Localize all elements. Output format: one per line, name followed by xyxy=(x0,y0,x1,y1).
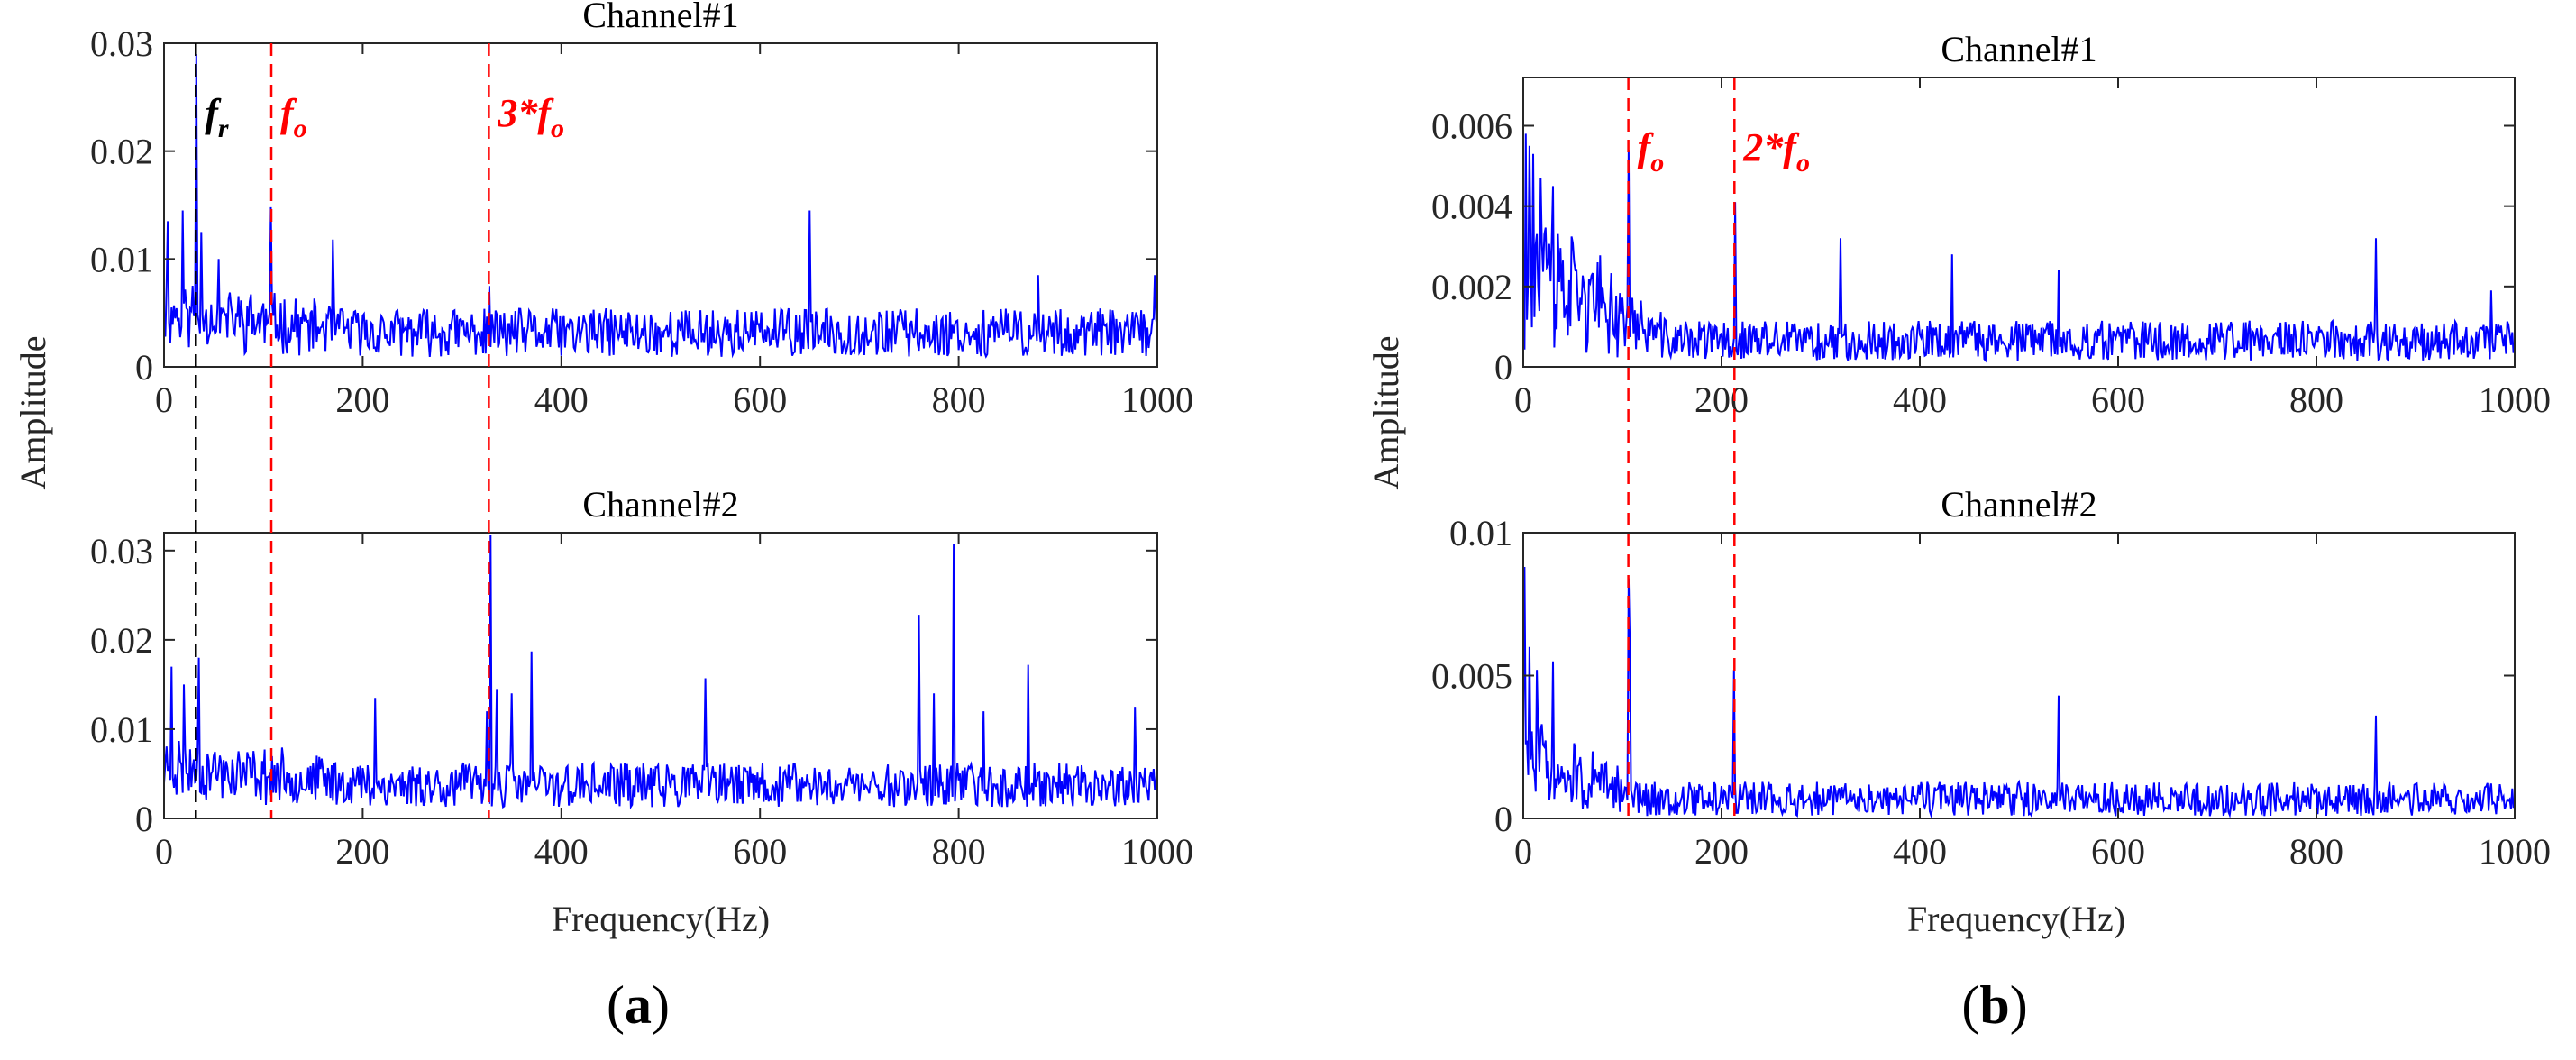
panel-a: 0 200 400 600 800 100000.010.020.03Channel#1 … xyxy=(13,0,1193,1035)
panel-a-xlabel: Frequency(Hz) xyxy=(552,899,770,939)
x-tick-label: 600 xyxy=(733,379,787,420)
marker-label: fo xyxy=(280,91,307,143)
x-tick-label: 0 xyxy=(1514,379,1532,420)
x-tick-label: 200 xyxy=(335,831,389,872)
subplot-title: Channel#2 xyxy=(582,484,738,525)
spectrum-line-b-ch1 xyxy=(1523,133,2515,363)
y-tick-label: 0 xyxy=(135,799,153,839)
x-tick-label: 400 xyxy=(534,379,589,420)
y-tick-label: 0.01 xyxy=(90,709,153,750)
y-tick-label: 0 xyxy=(1494,799,1512,839)
spectrum-line-a-ch2 xyxy=(164,534,1157,810)
y-tick-label: 0.004 xyxy=(1431,187,1512,227)
y-tick-label: 0.005 xyxy=(1431,656,1512,697)
x-tick-label: 1000 xyxy=(2479,831,2551,872)
panel-b-caption: (b) xyxy=(1961,975,2027,1035)
panel-a-caption: (a) xyxy=(607,975,670,1035)
y-tick-label: 0.02 xyxy=(90,132,153,172)
x-tick-label: 0 xyxy=(155,379,173,420)
panel-b-ylabel: Amplitude xyxy=(1366,335,1406,489)
x-tick-label: 1000 xyxy=(1121,831,1193,872)
y-tick-label: 0 xyxy=(1494,347,1512,388)
x-tick-label: 1000 xyxy=(2479,379,2551,420)
x-tick-label: 600 xyxy=(2091,831,2145,872)
axes-box xyxy=(1522,77,2516,368)
x-tick-label: 0 xyxy=(1514,831,1532,872)
x-tick-label: 400 xyxy=(1893,379,1947,420)
y-tick-label: 0.002 xyxy=(1431,267,1512,307)
panel-b-xlabel: Frequency(Hz) xyxy=(1907,899,2125,939)
marker-label: fo xyxy=(1638,125,1665,178)
y-tick-label: 0.02 xyxy=(90,620,153,661)
spectrum-line-b-ch2 xyxy=(1523,566,2515,818)
y-tick-label: 0.01 xyxy=(1449,513,1512,553)
x-tick-label: 800 xyxy=(932,379,986,420)
subplot-title: Channel#1 xyxy=(582,0,738,35)
y-tick-label: 0 xyxy=(135,347,153,388)
marker-label: 3*fo xyxy=(497,91,564,143)
subplot-title: Channel#2 xyxy=(1941,484,2096,525)
panel-a-ylabel: Amplitude xyxy=(13,335,53,489)
x-tick-label: 600 xyxy=(2091,379,2145,420)
x-tick-label: 800 xyxy=(932,831,986,872)
x-tick-label: 600 xyxy=(733,831,787,872)
x-tick-label: 800 xyxy=(2289,379,2343,420)
axes-box xyxy=(1522,532,2516,819)
spectrum-line-a-ch1 xyxy=(164,53,1157,359)
y-tick-label: 0.01 xyxy=(90,239,153,279)
x-tick-label: 200 xyxy=(335,379,389,420)
subplot-title: Channel#1 xyxy=(1941,29,2096,69)
plot-b-channel2: 0 200 400 600 800 1000 0 0.005 0.01 Channel#2 xyxy=(1431,484,2551,872)
marker-label: 2*fo xyxy=(1742,125,1810,178)
x-tick-label: 800 xyxy=(2289,831,2343,872)
plot-a-channel2: 0 200 400 600 800 1000 0 0.01 0.02 0.03 Channel#2 xyxy=(90,484,1193,872)
plot-a-channel1: 0 200 400 600 800 1000 0 0.01 0.02 0.03 Channel#1 xyxy=(90,0,1193,420)
x-tick-label: 400 xyxy=(1893,831,1947,872)
y-tick-label: 0.006 xyxy=(1431,106,1512,147)
x-tick-label: 400 xyxy=(534,831,589,872)
marker-label: fr xyxy=(205,91,229,143)
panel-b: 0 200 400 600 800 1000 0 0.002 0.004 0.006 Channel… xyxy=(1366,29,2551,1035)
plot-b-channel1: 0 200 400 600 800 1000 0 0.002 0.004 0.006 Channel… xyxy=(1431,29,2551,420)
x-tick-label: 200 xyxy=(1694,831,1749,872)
axes-box xyxy=(163,42,1158,368)
axes-box xyxy=(163,532,1158,819)
y-tick-label: 0.03 xyxy=(90,23,153,64)
x-tick-label: 200 xyxy=(1694,379,1749,420)
x-tick-label: 1000 xyxy=(1121,379,1193,420)
x-tick-label: 0 xyxy=(155,831,173,872)
y-tick-label: 0.03 xyxy=(90,531,153,571)
